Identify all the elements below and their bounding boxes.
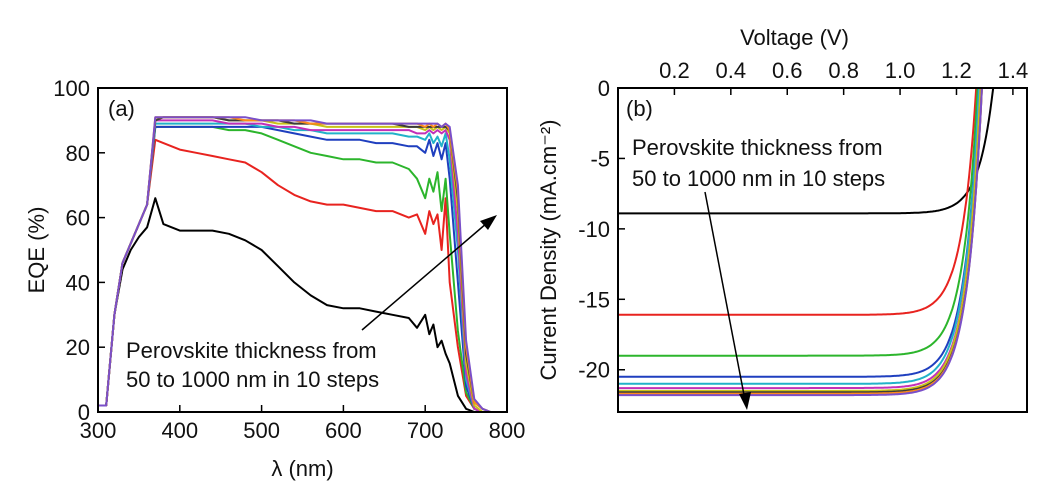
eqe-y-axis: 0 20 40 60 80 100 xyxy=(53,76,105,425)
jv-y-tick-label: -5 xyxy=(590,146,610,171)
jv-y-tick-label: 0 xyxy=(598,76,610,101)
jv-plot-frame xyxy=(617,87,1028,413)
jv-annotation-arrow xyxy=(704,191,746,401)
eqe-x-tick-label: 700 xyxy=(407,418,444,443)
eqe-x-tick-label: 300 xyxy=(80,418,117,443)
eqe-y-tick-label: 40 xyxy=(66,270,90,295)
jv-y-tick-label: -15 xyxy=(578,287,610,312)
jv-chart: 0.2 0.4 0.6 0.8 1.0 1.2 1.4 0 -5 -10 -15 -20 Volta… xyxy=(536,25,1028,413)
eqe-y-axis-label: EQE (%) xyxy=(24,207,49,294)
jv-annotation-line-1: Perovskite thickness from xyxy=(632,135,883,160)
jv-y-tick-label: -10 xyxy=(578,217,610,242)
eqe-annotation-arrow xyxy=(361,222,488,331)
eqe-x-axis: 300 400 500 600 700 800 xyxy=(80,405,526,443)
eqe-annotation-line-2: 50 to 1000 nm in 10 steps xyxy=(126,367,379,392)
jv-x-axis-label: Voltage (V) xyxy=(740,25,849,50)
jv-y-axis: 0 -5 -10 -15 -20 xyxy=(578,76,625,383)
eqe-plot-frame xyxy=(97,87,508,413)
jv-series-line-5 xyxy=(618,87,980,385)
jv-annotation-line-2: 50 to 1000 nm in 10 steps xyxy=(632,166,885,191)
jv-x-tick-label: 1.4 xyxy=(998,58,1029,83)
jv-series-line-1 xyxy=(618,87,997,215)
eqe-x-axis-label: λ (nm) xyxy=(271,456,333,481)
eqe-series-group xyxy=(98,116,507,413)
eqe-panel-label: (a) xyxy=(108,96,135,121)
eqe-annotation-line-1: Perovskite thickness from xyxy=(126,338,377,363)
jv-annotation-arrowhead xyxy=(739,392,751,410)
jv-series-line-8 xyxy=(618,87,983,394)
jv-series-group xyxy=(618,87,997,397)
jv-series-line-9 xyxy=(618,87,983,395)
jv-x-tick-label: 1.2 xyxy=(941,58,972,83)
jv-x-tick-label: 0.8 xyxy=(828,58,859,83)
jv-x-tick-label: 0.2 xyxy=(659,58,690,83)
jv-series-line-10 xyxy=(618,87,983,397)
jv-x-tick-label: 0.4 xyxy=(716,58,747,83)
jv-x-axis: 0.2 0.4 0.6 0.8 1.0 1.2 1.4 xyxy=(659,58,1028,95)
eqe-y-tick-label: 0 xyxy=(78,400,90,425)
jv-series-line-6 xyxy=(618,87,982,390)
eqe-series-line-1 xyxy=(98,197,507,413)
eqe-x-tick-label: 600 xyxy=(325,418,362,443)
eqe-x-tick-label: 500 xyxy=(243,418,280,443)
jv-panel-label: (b) xyxy=(626,96,653,121)
jv-y-axis-label: Current Density (mA.cm⁻²) xyxy=(536,120,561,381)
jv-series-line-2 xyxy=(618,87,979,316)
eqe-y-tick-label: 60 xyxy=(66,206,90,231)
jv-x-tick-label: 1.0 xyxy=(885,58,916,83)
eqe-chart: 300 400 500 600 700 800 0 20 40 60 80 100 λ (nm) E… xyxy=(24,76,525,481)
eqe-y-tick-label: 100 xyxy=(53,76,90,101)
jv-y-tick-label: -20 xyxy=(578,358,610,383)
eqe-y-tick-label: 20 xyxy=(66,335,90,360)
eqe-annotation-arrowhead xyxy=(480,215,497,230)
eqe-x-tick-label: 800 xyxy=(489,418,526,443)
eqe-y-tick-label: 80 xyxy=(66,141,90,166)
jv-x-tick-label: 0.6 xyxy=(772,58,803,83)
jv-series-line-7 xyxy=(618,87,982,392)
eqe-series-line-10 xyxy=(98,116,507,413)
eqe-x-tick-label: 400 xyxy=(161,418,198,443)
jv-series-line-3 xyxy=(618,87,980,357)
jv-series-line-4 xyxy=(618,87,980,378)
